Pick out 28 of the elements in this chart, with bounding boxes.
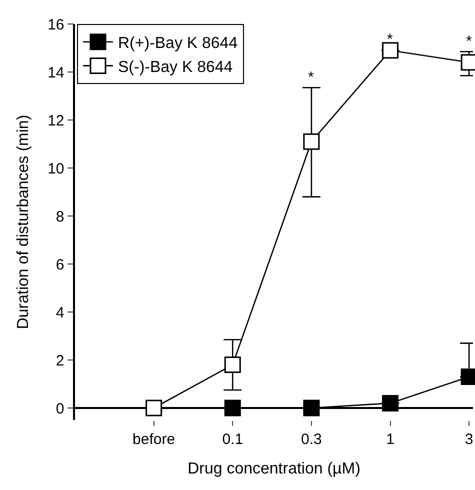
legend-label: S(-)-Bay K 8644	[118, 58, 233, 76]
annotation: *	[308, 69, 314, 86]
y-tick-label: 2	[56, 352, 64, 370]
point	[146, 400, 162, 416]
y-tick-label: 4	[56, 304, 64, 322]
annotation: *	[466, 33, 472, 50]
x-tick-label: 0.1	[222, 431, 244, 448]
y-tick-label: 10	[48, 160, 64, 178]
y-tick-label: 0	[56, 400, 64, 418]
point	[382, 394, 398, 412]
legend-label: R(+)-Bay K 8644	[118, 35, 238, 52]
point	[303, 133, 320, 150]
y-tick-label: 6	[56, 256, 64, 274]
x-tick-label: 1	[386, 431, 394, 448]
y-tick-label: 8	[56, 208, 64, 226]
annotation: *	[387, 31, 393, 48]
x-tick-label: 0.3	[301, 431, 322, 448]
y-tick-label: 12	[48, 112, 64, 130]
point	[224, 400, 241, 416]
y-axis-title: Duration of disturbances (min)	[14, 114, 32, 330]
point	[303, 400, 320, 416]
y-tick-label: 16	[48, 16, 64, 34]
x-tick-label: 3	[464, 431, 474, 448]
y-tick-label: 14	[48, 64, 64, 82]
point	[224, 356, 241, 374]
x-tick-label: before	[132, 431, 176, 448]
point	[382, 42, 398, 59]
x-axis-title: Drug concentration (µM)	[188, 460, 360, 478]
